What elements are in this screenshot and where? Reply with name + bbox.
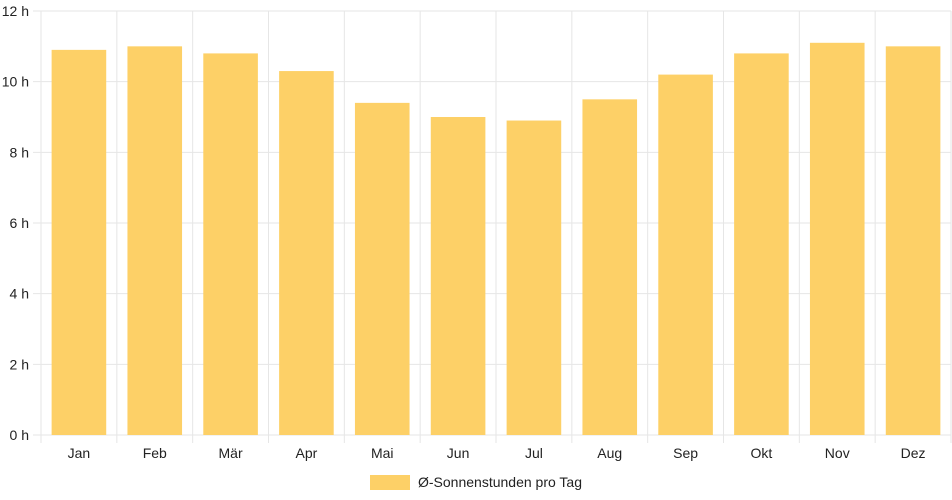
y-tick-label: 2 h [10, 356, 29, 372]
bar-Mär[interactable] [203, 53, 258, 436]
bar-Jun[interactable] [430, 117, 486, 435]
x-tick-label: Jul [525, 445, 543, 461]
bars-layer [51, 42, 941, 436]
y-tick-label: 0 h [10, 427, 29, 443]
y-tick-label: 4 h [10, 286, 29, 302]
x-tick-label: Nov [825, 445, 850, 461]
x-tick-label: Apr [296, 445, 318, 461]
bar-Feb[interactable] [127, 46, 183, 435]
x-tick-label: Dez [901, 445, 926, 461]
legend-label[interactable]: Ø-Sonnenstunden pro Tag [418, 474, 582, 490]
bar-Jan[interactable] [51, 49, 107, 435]
bar-Okt[interactable] [734, 53, 789, 436]
bar-Sep[interactable] [658, 74, 713, 435]
legend[interactable]: Ø-Sonnenstunden pro Tag [370, 474, 582, 490]
y-tick-label: 10 h [2, 74, 29, 90]
y-tick-label: 8 h [10, 144, 29, 160]
x-tick-label: Okt [751, 445, 773, 461]
y-tick-label: 6 h [10, 215, 29, 231]
x-tick-label: Mai [371, 445, 394, 461]
x-tick-label: Feb [143, 445, 167, 461]
bar-Apr[interactable] [279, 71, 334, 436]
bar-Aug[interactable] [582, 99, 638, 435]
y-tick-label: 12 h [2, 3, 29, 19]
x-tick-label: Mär [219, 445, 243, 461]
bar-Nov[interactable] [809, 42, 865, 436]
axis-layer: 0 h 2 h 4 h 6 h 8 h 10 h 12 h Jan Feb Mär Apr Mai Ju… [2, 3, 926, 461]
x-tick-label: Sep [673, 445, 698, 461]
bar-Mai[interactable] [354, 102, 410, 435]
bar-Jul[interactable] [506, 120, 562, 436]
grid-layer [33, 10, 952, 443]
x-tick-label: Jan [68, 445, 91, 461]
x-tick-label: Aug [597, 445, 622, 461]
legend-swatch[interactable] [370, 475, 410, 490]
x-tick-label: Jun [447, 445, 470, 461]
bar-Dez[interactable] [885, 46, 941, 435]
